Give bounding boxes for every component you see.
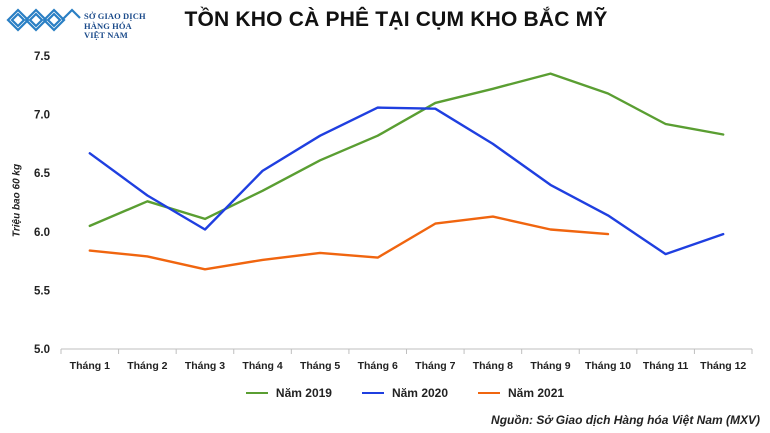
logo-line-1: SỞ GIAO DỊCH [84, 11, 146, 21]
x-tick-label: Tháng 11 [643, 360, 689, 372]
x-tick-label: Tháng 7 [415, 360, 455, 372]
chart-title: TỒN KHO CÀ PHÊ TẠI CỤM KHO BẮC MỸ [184, 8, 608, 31]
y-tick-label: 5.0 [34, 344, 50, 356]
x-tick-label: Tháng 2 [127, 360, 167, 372]
series-line-năm-2019 [88, 72, 725, 228]
legend-label: Năm 2019 [275, 386, 332, 400]
series-line-năm-2021 [88, 215, 610, 271]
x-tick-label: Tháng 12 [700, 360, 746, 372]
x-tick-label: Tháng 3 [185, 360, 225, 372]
y-axis: 5.0 5.5 6.0 6.5 7.0 7.5 [34, 51, 51, 356]
series-line-năm-2020 [88, 106, 725, 256]
legend-swatch-icon [478, 391, 501, 395]
x-tick-label: Tháng 10 [585, 360, 631, 372]
legend-item: Năm 2021 [478, 386, 564, 400]
logo-line-2: HÀNG HÓA [84, 20, 132, 31]
series-lines [88, 72, 725, 271]
logo-line-3: VIỆT NAM [84, 30, 128, 40]
x-tick-label: Tháng 4 [242, 360, 282, 372]
legend-label: Năm 2021 [508, 386, 565, 400]
y-tick-label: 7.0 [34, 110, 50, 122]
x-tick-label: Tháng 9 [530, 360, 570, 372]
legend-label: Năm 2020 [391, 386, 449, 400]
mxv-logo: SỞ GIAO DỊCH HÀNG HÓA VIỆT NAM [4, 2, 174, 42]
legend: Năm 2019 Năm 2020 Năm 2021 [0, 386, 770, 400]
y-tick-label: 5.5 [34, 285, 51, 297]
source-note: Nguồn: Sở Giao dịch Hàng hóa Việt Nam (M… [491, 413, 760, 427]
legend-item: Năm 2019 [245, 386, 332, 400]
x-tick-label: Tháng 8 [473, 360, 513, 372]
x-tick-label: Tháng 6 [358, 360, 398, 372]
y-tick-label: 6.0 [34, 227, 50, 239]
legend-swatch-icon [245, 391, 268, 395]
legend-swatch-icon [361, 391, 384, 395]
x-tick-label: Tháng 1 [70, 360, 110, 372]
y-tick-label: 6.5 [34, 168, 51, 180]
logo-text: SỞ GIAO DỊCH HÀNG HÓA VIỆT NAM [84, 11, 146, 41]
x-tick-label: Tháng 5 [300, 360, 340, 372]
legend-item: Năm 2020 [361, 386, 449, 400]
x-axis: Tháng 1 Tháng 2 Tháng 3 Tháng 4 Tháng 5 Tháng… [60, 348, 753, 372]
logo-diamond-icon [6, 8, 81, 32]
y-tick-label: 7.5 [34, 51, 51, 63]
